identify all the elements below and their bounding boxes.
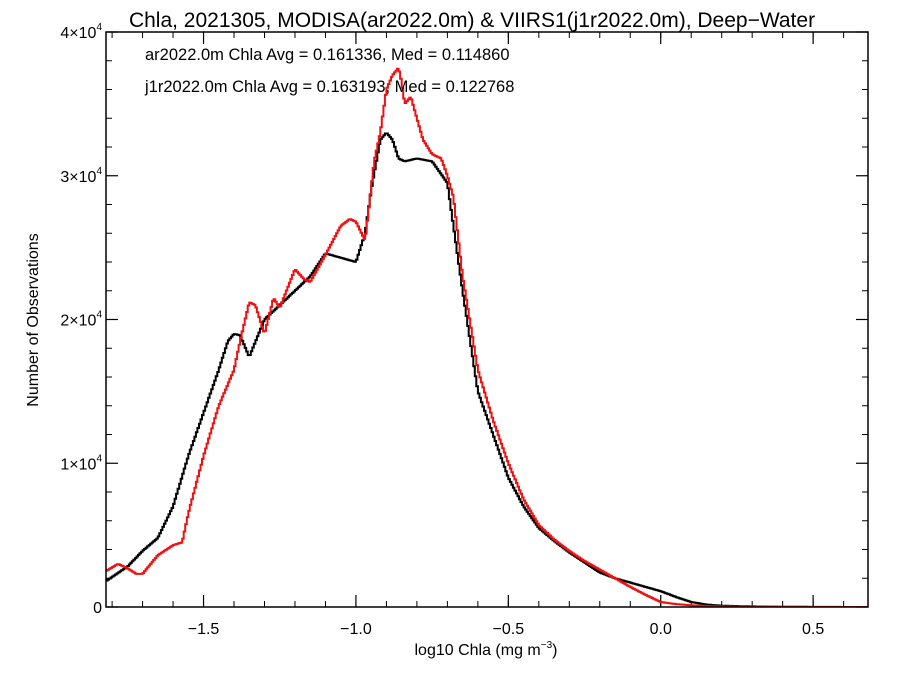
y-tick-label-text: 1×10 (60, 456, 96, 473)
y-tick-label: 0 (93, 600, 102, 617)
y-tick-label-text: 2×10 (60, 313, 96, 330)
series-annotation-ar2022: ar2022.0m Chla Avg = 0.161336, Med = 0.1… (145, 46, 510, 64)
y-tick-label: 3×104 (60, 166, 102, 186)
y-tick-label: 4×104 (60, 22, 102, 42)
x-axis-label: log10 Chla (mg m−3) (414, 640, 557, 659)
y-tick-label: 2×104 (60, 310, 102, 330)
y-tick-label-exponent: 4 (96, 310, 102, 321)
series-annotation-j1r2022: j1r2022.0m Chla Avg = 0.163193, Med = 0.… (144, 78, 514, 96)
x-tick-label: 0.5 (802, 621, 824, 638)
x-tick-label: 0.0 (650, 621, 672, 638)
x-tick-label: −1.5 (188, 621, 220, 638)
y-tick-label-exponent: 4 (96, 453, 102, 464)
y-tick-label-text: 0 (93, 600, 102, 617)
series-line-ar2022.0m (106, 132, 868, 607)
y-tick-label: 1×104 (60, 453, 102, 473)
x-axis-label-main: log10 Chla (mg m (414, 642, 540, 659)
y-axis-label: Number of Observations (25, 233, 42, 406)
y-tick-label-text: 4×10 (60, 25, 96, 42)
y-tick-label-text: 3×10 (60, 169, 96, 186)
chart-title: Chla, 2021305, MODISA(ar2022.0m) & VIIRS… (129, 9, 815, 32)
x-tick-label: −1.0 (340, 621, 372, 638)
series-line-j1r2022.0m (106, 67, 868, 607)
x-axis-label-sup: −3 (541, 640, 553, 651)
plot-frame (105, 31, 869, 608)
y-tick-label-exponent: 4 (96, 166, 102, 177)
x-axis-label-tail: ) (552, 642, 557, 659)
x-tick-label: −0.5 (493, 621, 525, 638)
series-layer (106, 67, 868, 607)
y-tick-label-exponent: 4 (96, 22, 102, 33)
